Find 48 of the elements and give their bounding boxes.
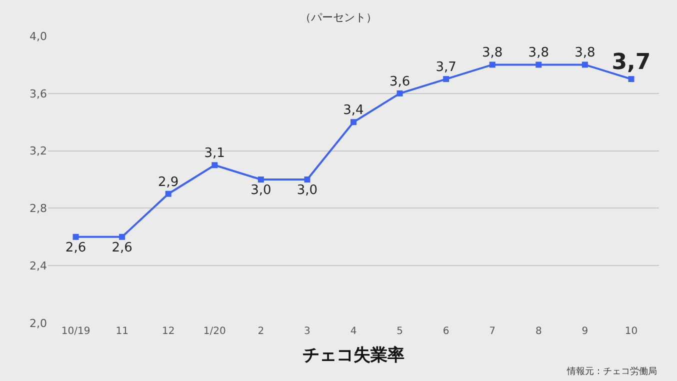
data-label: 3,0 <box>250 183 272 198</box>
point <box>304 176 310 182</box>
text: 情報元：チェコ労働局 <box>566 366 657 377</box>
x-tick-label: 12 <box>162 326 175 337</box>
x-tick-label: 3 <box>304 326 310 337</box>
x-tick-label: 4 <box>350 326 357 337</box>
data-label: 3,1 <box>204 146 225 162</box>
data-label: 3,7 <box>436 60 456 76</box>
data-label: 3,8 <box>482 46 503 61</box>
chart-title: （パーセント） <box>300 11 377 24</box>
x-tick-label: 8 <box>535 326 542 337</box>
data-label: 2,9 <box>158 174 179 190</box>
x-tick-label: 10/19 <box>61 326 90 337</box>
x-tick-label: 1/20 <box>203 326 226 337</box>
data-label: 3,7 <box>612 50 651 75</box>
point <box>396 90 403 96</box>
point <box>72 234 79 240</box>
y-tick-label: 2,8 <box>30 202 47 216</box>
y-tick-label: 3,6 <box>30 87 47 100</box>
data-label: 2,6 <box>65 240 86 256</box>
x-tick-label: 2 <box>258 326 264 337</box>
data-label: 3,0 <box>296 183 318 198</box>
point <box>212 162 218 168</box>
y-tick-label: 2,0 <box>30 316 47 330</box>
y-tick-label: 3,2 <box>30 144 47 158</box>
data-label: 3,8 <box>574 46 596 61</box>
x-tick-label: 9 <box>582 326 588 337</box>
y-tick-label: 2,4 <box>30 259 47 272</box>
point <box>536 62 542 68</box>
x-axis-title: チェコ失業率 <box>302 345 404 366</box>
x-tick-label: 6 <box>442 326 450 337</box>
point <box>165 190 172 197</box>
x-tick-label: 5 <box>396 326 403 337</box>
point <box>350 119 356 126</box>
data-label: 3,4 <box>343 103 364 118</box>
data-label: 3,6 <box>389 74 410 90</box>
point <box>443 76 450 82</box>
point <box>119 234 126 240</box>
x-tick-label: 10 <box>624 326 638 337</box>
point <box>258 176 264 182</box>
x-tick-label: 7 <box>489 326 496 337</box>
point <box>582 62 588 68</box>
y-tick-label: 4,0 <box>30 30 47 43</box>
point <box>489 62 496 68</box>
x-tick-label: 11 <box>116 326 128 337</box>
data-label: 2,6 <box>112 240 132 256</box>
data-label: 3,8 <box>528 46 549 61</box>
point <box>628 76 634 82</box>
